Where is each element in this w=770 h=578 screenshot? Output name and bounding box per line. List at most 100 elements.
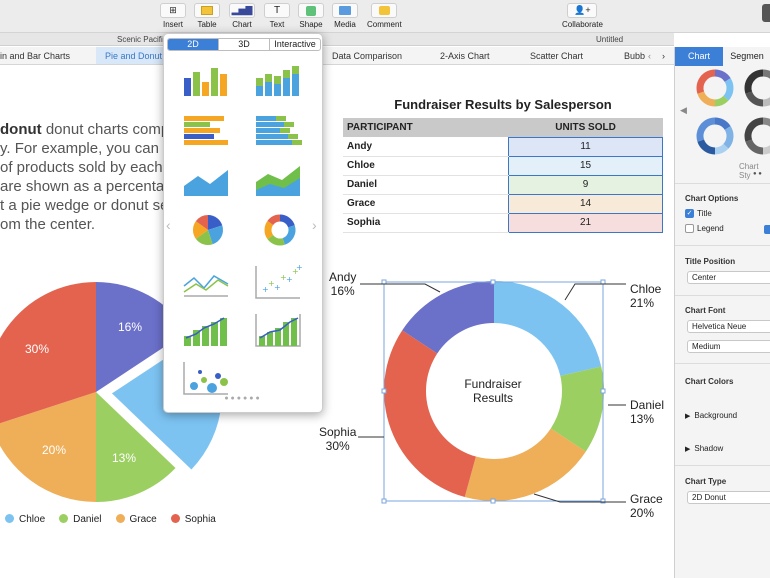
tab-segment[interactable]: Segmen	[730, 51, 764, 61]
units-cell[interactable]: 21	[508, 212, 663, 233]
insert-button[interactable]: ⊞ Insert	[160, 3, 186, 29]
next-page-icon[interactable]: ›	[312, 217, 317, 233]
thumb-mark: +	[262, 285, 269, 294]
styles-prev-icon[interactable]: ◀	[680, 105, 687, 115]
tab-3d[interactable]: 3D	[219, 39, 270, 50]
resize-handle[interactable]	[490, 279, 496, 285]
donut-segment-grace[interactable]	[464, 428, 586, 501]
tab-2-axis[interactable]: 2-Axis Chart	[440, 51, 490, 61]
data-table[interactable]: PARTICIPANT UNITS SOLD Andy 11 Chloe 15 Dani…	[343, 118, 663, 233]
units-cell[interactable]: 14	[508, 193, 663, 214]
shape-button[interactable]: Shape	[298, 3, 324, 29]
units-cell[interactable]: 9	[508, 174, 663, 195]
tab-bar-charts[interactable]: in and Bar Charts	[0, 51, 71, 61]
chart-style-swatch[interactable]	[696, 69, 734, 107]
table-row[interactable]: Sophia 21	[343, 212, 663, 233]
pie-slice-daniel[interactable]	[96, 392, 176, 502]
donut-segment-andy[interactable]	[402, 281, 494, 354]
donut-segment-sophia[interactable]	[383, 330, 476, 498]
title-checkbox[interactable]: ✓	[685, 209, 694, 219]
participant-cell[interactable]: Grace	[343, 194, 509, 214]
chevron-left-icon[interactable]: ‹	[648, 51, 651, 61]
donut-segment-daniel[interactable]	[550, 366, 604, 452]
background-disclosure[interactable]: ▶ Background	[685, 411, 738, 420]
thumb-line-chart[interactable]	[183, 275, 229, 297]
units-cell[interactable]: 11	[508, 136, 663, 157]
resize-handle[interactable]	[381, 279, 387, 285]
thumb-pie-chart[interactable]	[193, 215, 223, 245]
thumb-mark: +	[280, 273, 287, 282]
media-button[interactable]: Media	[332, 3, 358, 29]
resize-handle[interactable]	[490, 498, 496, 504]
table-button[interactable]: Table	[194, 3, 220, 29]
chart-style-swatch[interactable]	[696, 117, 734, 155]
window-button-right[interactable]	[762, 4, 770, 22]
chevron-right-icon[interactable]: ›	[662, 51, 665, 61]
styles-page-dots[interactable]: ● ●	[753, 171, 762, 177]
thumb-stacked-area[interactable]	[256, 166, 300, 196]
resize-handle[interactable]	[600, 279, 606, 285]
chart-style-swatches[interactable]	[675, 67, 770, 177]
tab-interactive[interactable]: Interactive	[274, 39, 316, 49]
option-checkbox-extra[interactable]	[764, 225, 770, 234]
tab-scatter[interactable]: Scatter Chart	[530, 51, 584, 61]
leader-line-chloe	[564, 283, 626, 301]
text-button[interactable]: T Text	[264, 3, 290, 29]
chart-button[interactable]: ▂▅▇ Chart	[229, 3, 255, 29]
tab-2d[interactable]: 2D	[168, 39, 219, 50]
thumb-2-axis-chart[interactable]	[255, 314, 301, 347]
collaborate-button[interactable]: 👤+ Collaborate	[562, 3, 603, 29]
thumb-bubble-chart[interactable]	[183, 362, 228, 395]
thumb-mark	[211, 68, 218, 96]
prev-page-icon[interactable]: ‹	[166, 217, 171, 233]
donut-segment-chloe[interactable]	[494, 281, 602, 376]
comment-button[interactable]: Comment	[367, 3, 402, 29]
participant-cell[interactable]: Andy	[343, 137, 509, 157]
table-row[interactable]: Andy 11	[343, 136, 663, 157]
thumb-column-chart[interactable]	[184, 68, 227, 96]
title-position-select[interactable]: Center	[687, 271, 770, 284]
pie-slice-sophia[interactable]	[0, 282, 96, 426]
resize-handle[interactable]	[600, 498, 606, 504]
font-family-select[interactable]: Helvetica Neue	[687, 320, 770, 333]
thumb-mark	[183, 362, 228, 395]
thumb-donut-chart[interactable]	[264, 214, 296, 246]
thumb-area-chart[interactable]	[184, 170, 228, 196]
legend-option[interactable]: Legend	[685, 224, 724, 234]
participant-cell[interactable]: Sophia	[343, 213, 509, 233]
shadow-disclosure[interactable]: ▶ Shadow	[685, 444, 724, 453]
table-row[interactable]: Grace 14	[343, 193, 663, 214]
thumb-stacked-bar[interactable]	[256, 116, 302, 145]
tab-chart[interactable]: Chart	[675, 47, 723, 66]
thumb-mixed-chart[interactable]	[184, 317, 227, 346]
pie-label-daniel: 13%	[112, 451, 137, 465]
font-weight-select[interactable]: Medium	[687, 340, 770, 353]
participant-cell[interactable]: Daniel	[343, 175, 509, 195]
chart-styles-label: Chart Sty	[739, 162, 759, 180]
chart-style-swatch[interactable]	[744, 117, 770, 155]
units-cell[interactable]: 15	[508, 155, 663, 176]
legend-checkbox[interactable]	[685, 224, 694, 234]
legend-swatch-chloe	[5, 514, 14, 523]
tab-bubble[interactable]: Bubb	[624, 51, 646, 61]
col-participant[interactable]: PARTICIPANT	[343, 118, 509, 137]
title-option[interactable]: ✓ Title	[685, 209, 712, 219]
tab-data-comparison[interactable]: Data Comparison	[332, 51, 403, 61]
resize-handle[interactable]	[600, 388, 606, 394]
thumb-mark	[256, 78, 263, 86]
chart-type-select[interactable]: 2D Donut	[687, 491, 770, 504]
col-units-sold[interactable]: UNITS SOLD	[508, 118, 663, 137]
participant-cell[interactable]: Chloe	[343, 156, 509, 176]
resize-handle[interactable]	[381, 388, 387, 394]
thumb-mark	[184, 122, 210, 127]
resize-handle[interactable]	[381, 498, 387, 504]
page-dots[interactable]: ●●●●●●	[224, 395, 262, 402]
table-row[interactable]: Daniel 9	[343, 174, 663, 195]
thumb-bar-chart[interactable]	[184, 116, 228, 145]
table-row[interactable]: Chloe 15	[343, 155, 663, 176]
tab-pie-donut[interactable]: Pie and Donut C	[96, 47, 176, 64]
thumb-stacked-column[interactable]	[256, 66, 299, 96]
pie-slice-grace[interactable]	[0, 392, 96, 502]
chart-style-swatch[interactable]	[744, 69, 770, 107]
thumb-scatter-chart[interactable]: ++ ++ +++	[255, 263, 303, 299]
